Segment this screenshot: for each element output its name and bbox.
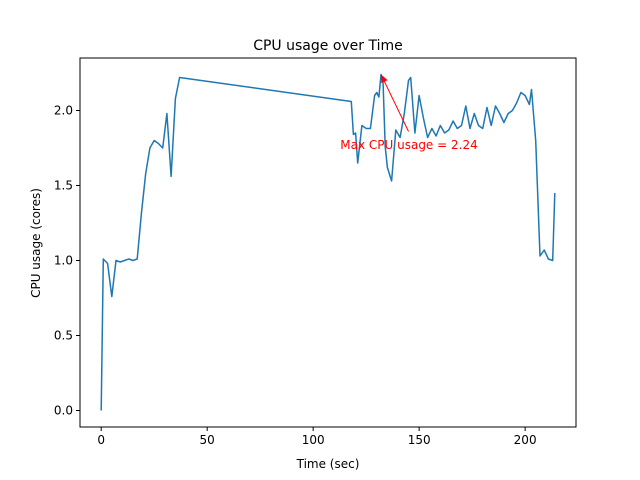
y-axis-ticks: 0.0 0.5 1.0 1.5 2.0 [54,104,80,418]
y-tick-label: 0.0 [54,404,73,418]
annotation-arrow-head [380,74,388,84]
y-tick-label: 0.5 [54,329,73,343]
x-tick-label: 200 [514,433,537,447]
axes-frame [79,57,577,428]
x-axis-ticks: 0 50 100 150 200 [97,427,537,447]
series-layer [100,73,556,411]
x-tick-label: 150 [408,433,431,447]
y-tick-label: 1.0 [54,254,73,268]
x-tick-label: 0 [97,433,105,447]
x-tick-label: 50 [200,433,215,447]
annotation-label: Max CPU usage = 2.24 [340,138,477,152]
y-tick-label: 2.0 [54,104,73,118]
series-line-0 [100,73,556,411]
x-axis-label: Time (sec) [296,457,360,471]
x-tick-label: 100 [302,433,325,447]
annotation-layer: Max CPU usage = 2.24 [340,74,478,152]
annotation-arrow-line [380,74,409,132]
y-tick-label: 1.5 [54,179,73,193]
chart-title: CPU usage over Time [253,38,403,54]
y-axis-label: CPU usage (cores) [29,188,43,298]
